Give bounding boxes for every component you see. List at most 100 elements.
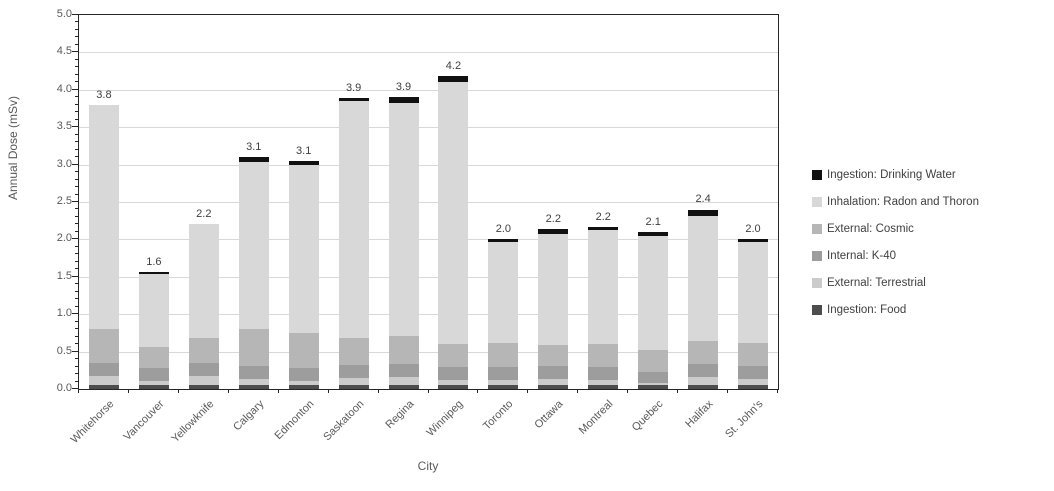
x-tick [78,389,79,393]
y-tick-label: 4.5 [56,45,72,58]
bar-total-label: 3.9 [345,82,362,95]
legend-item: Internal: K-40 [812,249,979,262]
y-major-tick [72,126,78,128]
bar-segment [438,380,469,386]
y-minor-tick [75,223,78,225]
bar-segment [638,383,669,386]
bar-segment [388,377,419,386]
legend-label: External: Terrestrial [827,276,926,289]
y-major-tick [72,51,78,53]
y-tick-label: 1.0 [56,307,72,320]
y-minor-tick [75,186,78,188]
y-minor-tick [75,111,78,113]
y-tick-label: 5.0 [56,8,72,20]
bar-segment [438,75,469,82]
y-major-tick [72,163,78,165]
y-tick-label: 3.5 [56,120,72,133]
x-category-label: Quebec [629,398,666,434]
y-minor-tick [75,81,78,83]
bar-segment [588,367,619,381]
bar-segment [738,238,769,242]
y-minor-tick [75,373,78,375]
legend-item: Ingestion: Drinking Water [812,168,979,181]
y-major-tick [72,201,78,202]
bar-segment [688,385,719,389]
bar-total-label: 2.0 [495,223,512,236]
y-minor-tick [75,230,78,232]
x-tick [727,389,729,393]
x-tick [327,389,329,393]
gridline [79,52,778,54]
legend-swatch [812,250,822,261]
y-minor-tick [75,298,78,300]
bar-segment [388,102,419,336]
bar-segment [188,375,219,386]
bar-segment [338,377,369,386]
y-minor-tick [75,141,78,143]
y-axis-title: Annual Dose (mSv) [6,95,20,200]
bar-segment [338,365,369,378]
legend: Ingestion: Drinking Water Inhalation: Rad… [812,168,979,330]
y-minor-tick [75,103,78,105]
y-tick-label: 2.5 [56,195,72,207]
y-minor-tick [75,73,78,75]
bar-segment [138,380,169,386]
gridline [79,89,778,91]
y-minor-tick [75,36,78,38]
bar-segment [388,364,419,378]
bar-segment [688,341,719,365]
bar-segment [288,160,319,165]
bar-segment [738,342,769,366]
legend-label: Inhalation: Radon and Thoron [827,195,979,208]
bar-segment [588,380,619,386]
gridline [79,202,778,203]
legend-swatch [812,304,822,315]
bar-segment [188,338,219,363]
gridline [79,239,778,241]
bar-segment [488,385,519,389]
bar-segment [138,368,169,381]
bar-segment [338,101,369,339]
x-tick [527,389,529,393]
legend-label: Ingestion: Drinking Water [827,168,956,181]
bar-segment [338,98,369,102]
y-minor-tick [75,193,78,195]
bar-segment [88,329,119,363]
bar-segment [138,273,169,348]
bar-segment [488,367,519,381]
x-category-label: Vancouver [121,398,167,444]
bar-segment [238,385,269,389]
bar-segment [288,385,319,389]
y-tick-label: 0.5 [56,344,72,357]
y-minor-tick [75,156,78,158]
bar-segment [688,377,719,386]
bar-segment [288,368,319,381]
legend-item: Ingestion: Food [812,303,979,316]
bar-segment [88,375,119,386]
x-category-label: Calgary [230,398,267,434]
bar-total-label: 3.1 [246,141,262,154]
y-minor-tick [75,96,78,98]
bar-segment [138,271,169,274]
bar-segment [238,161,269,330]
y-minor-tick [75,365,78,367]
x-tick [227,389,229,393]
y-minor-tick [75,66,78,68]
bar-segment [488,380,519,386]
bar-segment [588,226,619,231]
bar-segment [638,350,669,372]
x-category-label: Yellowknife [169,398,217,446]
y-minor-tick [75,21,78,23]
y-minor-tick [75,268,78,270]
y-minor-tick [75,260,78,262]
bar-segment [738,385,769,389]
x-category-label: Saskatoon [320,398,367,444]
bar-segment [238,157,269,162]
x-tick [677,389,679,393]
bar-segment [288,380,319,386]
legend-label: External: Cosmic [827,222,914,235]
x-tick [577,389,579,393]
y-major-tick [72,88,78,90]
bar-segment [638,231,669,237]
